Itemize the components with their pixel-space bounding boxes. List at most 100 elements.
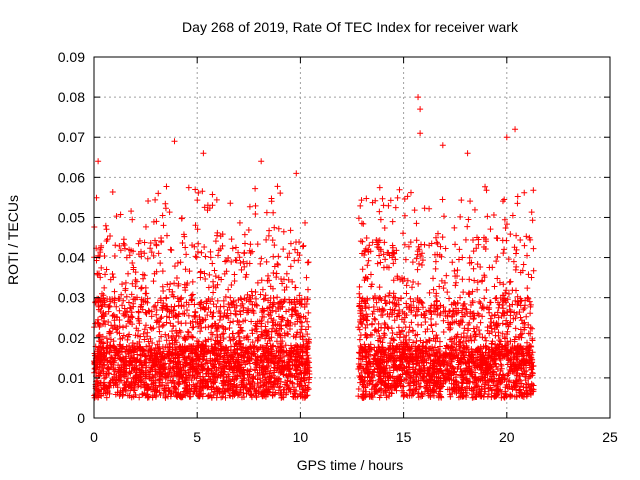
data-point (188, 292, 195, 299)
data-point (241, 263, 248, 270)
data-point (406, 324, 413, 331)
data-point (100, 309, 107, 316)
data-point (119, 302, 126, 309)
data-point (104, 365, 111, 372)
data-point (458, 309, 465, 316)
data-point (418, 312, 425, 319)
data-point (121, 242, 128, 249)
data-point (449, 307, 456, 314)
data-point (94, 381, 101, 388)
data-point (271, 391, 278, 398)
data-point (200, 317, 207, 324)
y-tick-label: 0.04 (58, 250, 85, 266)
data-point (382, 293, 389, 300)
data-point (244, 333, 251, 340)
data-point (266, 378, 273, 385)
data-point (417, 130, 424, 137)
data-point (103, 394, 110, 401)
data-point (92, 320, 99, 327)
data-point (445, 324, 452, 331)
data-point (495, 314, 502, 321)
data-point (275, 376, 282, 383)
data-point (152, 353, 159, 360)
data-point (376, 371, 383, 378)
data-point (135, 327, 142, 334)
data-point (147, 324, 154, 331)
data-point (157, 315, 164, 322)
data-point (227, 347, 234, 354)
data-point (493, 258, 500, 265)
data-point (302, 326, 309, 333)
data-point (279, 314, 286, 321)
data-point (473, 245, 480, 252)
data-point (407, 374, 414, 381)
data-point (398, 355, 405, 362)
data-point (299, 243, 306, 250)
data-point (281, 298, 288, 305)
data-point (283, 308, 290, 315)
data-point (363, 348, 370, 355)
data-point (189, 334, 196, 341)
data-point (431, 366, 438, 373)
data-point (254, 337, 261, 344)
data-point (231, 363, 238, 370)
data-point (498, 379, 505, 386)
data-point (184, 328, 191, 335)
data-point (404, 348, 411, 355)
data-point (380, 373, 387, 380)
data-point (247, 381, 254, 388)
data-point (265, 352, 272, 359)
data-point (283, 270, 290, 277)
data-point (154, 318, 161, 325)
data-point (302, 369, 309, 376)
data-point (246, 203, 253, 210)
data-point (407, 189, 414, 196)
data-point (111, 299, 118, 306)
data-point (171, 383, 178, 390)
data-point (103, 345, 110, 352)
data-point (387, 306, 394, 313)
data-point (169, 328, 176, 335)
data-point (501, 345, 508, 352)
data-point (499, 310, 506, 317)
data-point (375, 295, 382, 302)
data-point (403, 369, 410, 376)
data-point (219, 393, 226, 400)
data-point (291, 257, 298, 264)
data-point (173, 275, 180, 282)
data-point (140, 346, 147, 353)
data-point (461, 311, 468, 318)
data-point (257, 291, 264, 298)
data-point (291, 246, 298, 253)
data-point (213, 196, 220, 203)
data-point (210, 289, 217, 296)
data-point (96, 344, 103, 351)
data-point (241, 231, 248, 238)
data-point (296, 292, 303, 299)
data-point (367, 351, 374, 358)
data-point (525, 380, 532, 387)
data-point (258, 317, 265, 324)
data-point (248, 288, 255, 295)
data-point (102, 222, 109, 229)
data-point (125, 313, 132, 320)
data-point (412, 332, 419, 339)
data-point (425, 388, 432, 395)
data-point (471, 206, 478, 213)
x-tick-label: 15 (396, 429, 412, 445)
data-point (179, 348, 186, 355)
data-point (366, 304, 373, 311)
data-point (263, 355, 270, 362)
data-point (103, 266, 110, 273)
data-point (212, 284, 219, 291)
data-point (189, 324, 196, 331)
data-point (102, 271, 109, 278)
data-point (167, 358, 174, 365)
data-point (415, 355, 422, 362)
data-point (258, 389, 265, 396)
data-point (512, 315, 519, 322)
data-point (508, 363, 515, 370)
data-point (185, 184, 192, 191)
data-point (407, 239, 414, 246)
data-point (476, 363, 483, 370)
